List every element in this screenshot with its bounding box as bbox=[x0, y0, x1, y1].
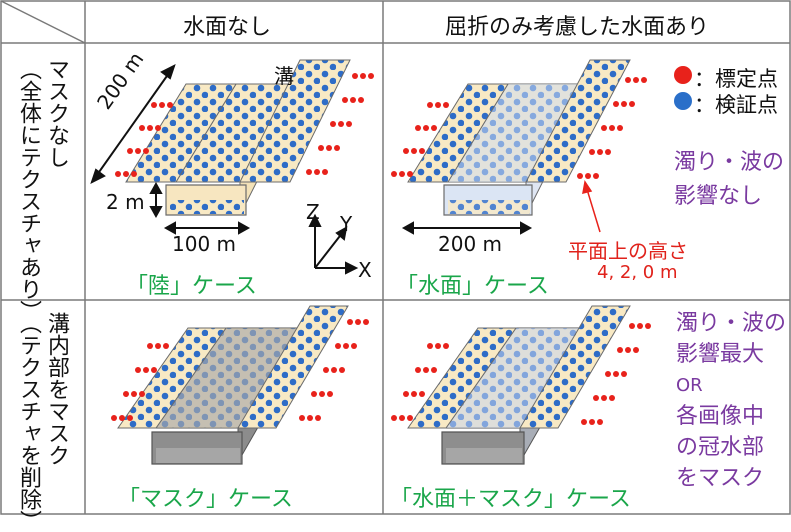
effect-max-line5: をマスク bbox=[676, 466, 765, 491]
row1-line1: マスクなし bbox=[44, 58, 69, 168]
land-case-label: 「陸」ケース bbox=[126, 274, 257, 299]
row2-line1: 溝内部をマスク bbox=[44, 312, 69, 466]
legend-validation-label: ：検証点 bbox=[694, 93, 778, 117]
height-pointer-arrow bbox=[582, 180, 601, 233]
width-label: 100 m bbox=[172, 232, 237, 256]
land-right-plateau bbox=[239, 59, 351, 183]
water-case-label: 「水面」ケース bbox=[396, 274, 549, 299]
axis-x-label: X bbox=[358, 258, 372, 282]
mask-ditch-floor-dots bbox=[156, 328, 308, 428]
effect-none: 濁り・波の 影響なし bbox=[674, 146, 784, 214]
legend-calibration-label: ：標定点 bbox=[694, 67, 778, 91]
water-mask-left-plateau bbox=[407, 327, 517, 429]
effect-max: 濁り・波の 影響最大 OR 各画像中 の冠水部 をマスク bbox=[676, 308, 786, 494]
header-refraction-water: 屈折のみ考慮した水面あり bbox=[445, 15, 710, 40]
effect-max-line3: 各画像中 bbox=[676, 404, 765, 429]
water-width-label: 200 m bbox=[438, 232, 503, 256]
land-case-diagram bbox=[125, 59, 351, 216]
effect-max-line1: 濁り・波の bbox=[676, 311, 787, 336]
water-surface bbox=[448, 84, 586, 182]
axis-y-label: Y bbox=[340, 212, 353, 236]
axis-z-label: Z bbox=[306, 200, 320, 224]
water-mask-case-diagram bbox=[407, 305, 631, 465]
mask-case-label: 「マスク」ケース bbox=[118, 487, 293, 512]
ditch-label: 溝 bbox=[274, 64, 294, 88]
water-dimension-arrows bbox=[401, 221, 533, 235]
water-right-plateau bbox=[525, 59, 631, 183]
mask-case-diagram bbox=[117, 305, 349, 465]
depth-label: 2 m bbox=[106, 190, 145, 214]
row-label-mask: 溝内部をマスク （テクスチャを削除） bbox=[14, 312, 70, 532]
table-frame bbox=[0, 0, 791, 515]
mask-right-plateau bbox=[237, 305, 349, 429]
water-mask-right-plateau bbox=[519, 305, 631, 429]
effect-max-line2: 影響最大 bbox=[676, 342, 765, 367]
height-title: 平面上の高さ bbox=[568, 239, 688, 263]
legend-validation-dot bbox=[674, 92, 692, 110]
water-mask-case-label: 「水面＋マスク」ケース bbox=[390, 487, 631, 512]
water-ditch-front-floor bbox=[448, 200, 530, 214]
effect-none-line2: 影響なし bbox=[674, 184, 763, 209]
row2-line2: （テクスチャを削除） bbox=[16, 312, 41, 532]
row-label-no-mask: マスクなし （全体にテクスチャあり） bbox=[14, 58, 70, 322]
mask-ditch-front-floor bbox=[156, 448, 240, 463]
water-case-diagram bbox=[407, 59, 631, 216]
figure-diagram bbox=[0, 0, 791, 515]
mask-left-plateau bbox=[117, 327, 227, 429]
effect-max-line4: の冠水部 bbox=[676, 435, 765, 460]
axes-icon bbox=[308, 213, 359, 275]
header-no-water: 水面なし bbox=[183, 15, 272, 40]
row1-line2: （全体にテクスチャあり） bbox=[16, 58, 41, 322]
land-ditch-front-floor bbox=[170, 200, 244, 214]
legend-calibration-dot bbox=[674, 66, 692, 84]
water-mask-calibration-points bbox=[391, 323, 651, 425]
mask-calibration-points bbox=[111, 319, 369, 421]
water-left-plateau bbox=[407, 83, 509, 183]
land-calibration-points bbox=[115, 73, 374, 177]
effect-max-or: OR bbox=[676, 375, 703, 396]
land-left-plateau bbox=[125, 83, 237, 183]
land-dimension-arrows bbox=[90, 64, 251, 235]
water-calibration-points bbox=[391, 77, 647, 179]
height-values: 4, 2, 0 m bbox=[597, 262, 678, 283]
water-mask-ditch-front-floor bbox=[446, 448, 522, 463]
water-mask-surface bbox=[446, 328, 590, 428]
effect-none-line1: 濁り・波の bbox=[674, 150, 785, 175]
